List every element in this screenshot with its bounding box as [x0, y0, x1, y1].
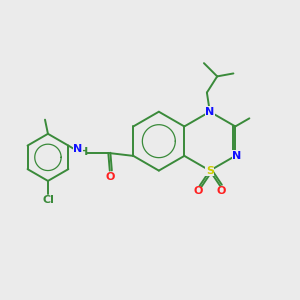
Text: O: O — [105, 172, 115, 182]
Text: N: N — [205, 107, 214, 117]
Text: N: N — [73, 144, 82, 154]
Text: Cl: Cl — [42, 195, 54, 205]
Text: O: O — [217, 186, 226, 196]
Text: O: O — [194, 186, 203, 196]
Text: N: N — [232, 151, 242, 161]
Text: H: H — [79, 147, 88, 157]
Text: S: S — [206, 166, 214, 176]
